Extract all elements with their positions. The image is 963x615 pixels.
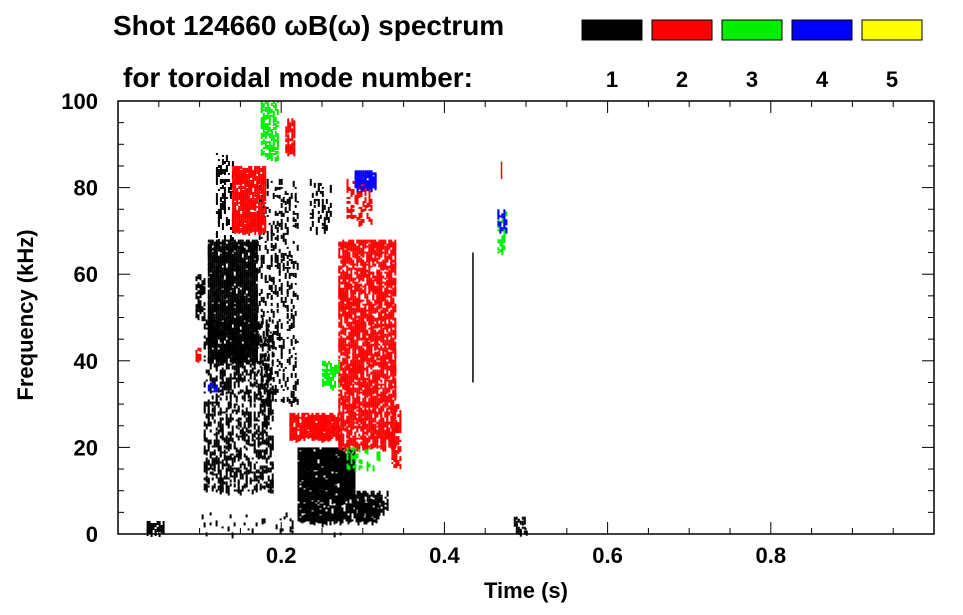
x-tick-label: 0.8: [756, 543, 787, 568]
mode-2-region: [289, 412, 340, 443]
y-tick-label: 100: [61, 89, 98, 114]
y-tick-label: 80: [74, 176, 98, 201]
mode-2-region: [391, 404, 402, 470]
mode-4-region: [207, 382, 218, 393]
y-tick-label: 40: [74, 349, 98, 374]
mode-2-region: [285, 118, 296, 157]
mode-1-region: [201, 512, 342, 539]
mode-1-region: [207, 239, 258, 366]
y-tick-label: 20: [74, 435, 98, 460]
x-tick-label: 0.6: [592, 543, 623, 568]
mode-2-region: [195, 347, 202, 363]
spectrogram-data: [146, 101, 528, 539]
mode-2-region: [232, 165, 267, 236]
x-tick-label: 0.2: [266, 543, 297, 568]
legend-label-3: 3: [746, 67, 758, 92]
mode-1-region: [513, 516, 528, 537]
axis-ticks: [118, 100, 934, 535]
mode-1-region: [195, 274, 206, 322]
legend-swatch-2: [651, 19, 713, 41]
y-tick-label: 60: [74, 262, 98, 287]
legend-swatch-3: [721, 19, 783, 41]
chart-title-line2: for toroidal mode number:: [123, 62, 473, 93]
legend-label-2: 2: [676, 67, 688, 92]
mode-3-region: [260, 101, 279, 162]
mode-3-region: [322, 360, 340, 391]
mode-4-region: [354, 170, 377, 193]
mode-3-region: [346, 447, 381, 472]
legend-label-1: 1: [606, 67, 618, 92]
y-tick-label: 0: [86, 522, 98, 547]
mode-1-region: [215, 153, 234, 244]
mode-1-region: [354, 490, 389, 517]
x-axis-label: Time (s): [484, 578, 568, 603]
mode-1-region: [309, 178, 332, 235]
x-tick-label: 0.4: [429, 543, 460, 568]
y-axis-label: Frequency (kHz): [13, 229, 38, 400]
legend-label-4: 4: [816, 67, 829, 92]
axis-tick-labels: 0.2 0.4 0.6 0.8 0 20 40 60 80 100: [61, 89, 786, 568]
chart-title-line1: Shot 124660 ωB(ω) spectrum: [113, 10, 504, 41]
legend-swatch-5: [861, 19, 923, 41]
mode-1-region: [297, 499, 380, 526]
mode-2-region: [338, 239, 397, 452]
legend-label-5: 5: [886, 67, 898, 92]
mode-1-region: [146, 521, 165, 537]
mode-4-region: [497, 209, 508, 234]
legend-swatch-1: [581, 19, 643, 41]
mode-1-region: [256, 178, 299, 407]
mode-legend: 1 2 3 4 5: [581, 19, 923, 92]
legend-swatch-4: [791, 19, 853, 41]
